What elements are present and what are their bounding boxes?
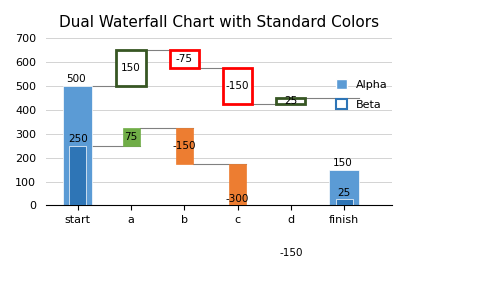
Bar (276, 98, 305, 104)
Title: Dual Waterfall Chart with Standard Colors: Dual Waterfall Chart with Standard Color… (59, 15, 378, 30)
Text: -300: -300 (226, 194, 249, 204)
Text: 150: 150 (121, 63, 141, 73)
Text: 75: 75 (124, 132, 137, 142)
Text: -150: -150 (278, 248, 302, 258)
Text: -150: -150 (172, 141, 196, 151)
Bar (228, 164, 246, 235)
Bar (69, 146, 86, 205)
Bar (282, 235, 299, 271)
Legend: Alpha, Beta: Alpha, Beta (330, 74, 393, 115)
Bar (222, 68, 252, 104)
Bar (63, 86, 92, 205)
Text: 500: 500 (66, 75, 86, 84)
Text: 150: 150 (332, 158, 352, 168)
Bar (335, 199, 352, 205)
Text: 25: 25 (336, 188, 350, 198)
Bar (169, 50, 199, 68)
Text: 25: 25 (284, 96, 297, 106)
Bar (175, 128, 192, 164)
Bar (116, 50, 145, 86)
Bar (329, 170, 358, 205)
Text: 250: 250 (68, 134, 87, 144)
Text: -150: -150 (225, 81, 249, 91)
Text: -75: -75 (175, 54, 192, 64)
Bar (122, 128, 139, 146)
